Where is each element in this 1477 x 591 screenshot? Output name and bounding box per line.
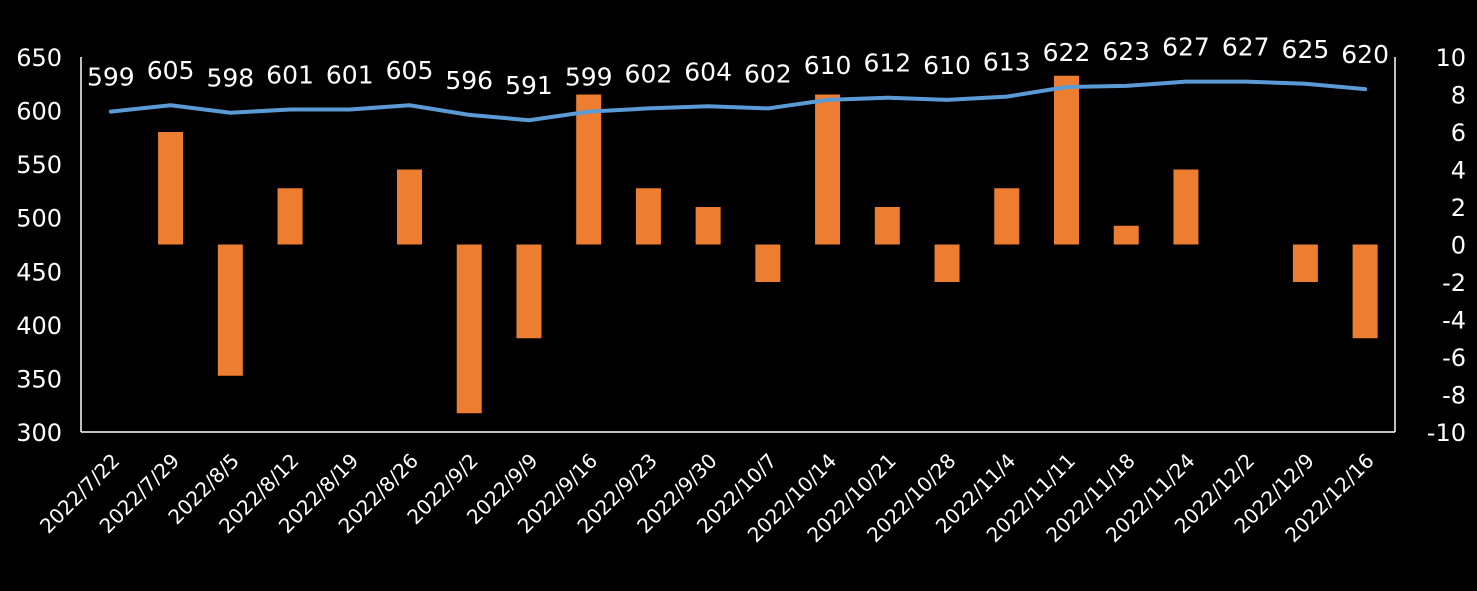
bar-2022/11/18 <box>1113 225 1139 245</box>
left-tick-label: 550 <box>16 151 62 179</box>
bar-2022/7/29 <box>158 132 184 245</box>
bar-2022/11/11 <box>1054 75 1079 245</box>
bar-2022/10/14 <box>815 94 841 245</box>
bar-2022/8/26 <box>397 169 422 245</box>
data-label-2022/8/26: 605 <box>386 56 434 85</box>
left-tick-label: 600 <box>16 98 62 126</box>
right-tick-label: -8 <box>1442 382 1466 410</box>
data-label-2022/11/18: 623 <box>1102 37 1150 66</box>
right-tick-label: -6 <box>1442 344 1466 372</box>
data-label-2022/11/4: 613 <box>983 48 1031 77</box>
right-tick-label: -4 <box>1442 307 1466 335</box>
bar-2022/9/30 <box>695 207 721 245</box>
right-tick-label: 6 <box>1451 119 1466 147</box>
data-label-2022/10/21: 612 <box>863 49 911 78</box>
axes <box>80 57 1396 433</box>
bar-2022/10/28 <box>934 244 960 282</box>
data-label-2022/7/29: 605 <box>147 56 195 85</box>
right-tick-label: 2 <box>1451 194 1466 222</box>
level-data-labels: 599 605 598 601 601 605 596 591 599 602 604 602 610 6… <box>87 33 1389 101</box>
change-bars <box>158 75 1378 414</box>
left-tick-label: 300 <box>16 419 62 447</box>
data-label-2022/8/19: 601 <box>326 61 374 90</box>
data-label-2022/12/2: 627 <box>1222 33 1270 62</box>
left-axis-ticks: 650 600 550 500 450 400 350 300 <box>16 44 62 447</box>
data-label-2022/11/24: 627 <box>1162 33 1210 62</box>
data-label-2022/12/9: 625 <box>1282 35 1330 64</box>
bar-2022/12/16 <box>1352 244 1378 339</box>
x-axis-labels: 2022/7/222022/7/292022/8/52022/8/122022/… <box>35 449 1379 547</box>
bar-2022/8/12 <box>277 188 303 245</box>
right-tick-label: 0 <box>1451 232 1466 260</box>
right-tick-label: -10 <box>1427 419 1466 447</box>
bar-2022/9/2 <box>456 244 482 414</box>
data-label-2022/9/16: 599 <box>565 63 613 92</box>
data-label-2022/12/16: 620 <box>1341 40 1389 69</box>
right-tick-label: -2 <box>1442 269 1466 297</box>
left-tick-label: 450 <box>16 258 62 286</box>
data-label-2022/10/14: 610 <box>804 51 852 80</box>
data-label-2022/9/2: 596 <box>445 66 493 95</box>
bar-2022/9/16 <box>576 94 602 245</box>
left-tick-label: 350 <box>16 365 62 393</box>
bar-2022/11/4 <box>994 188 1020 245</box>
left-tick-label: 500 <box>16 205 62 233</box>
data-label-2022/7/22: 599 <box>87 63 135 92</box>
bar-2022/9/23 <box>635 188 661 245</box>
bar-2022/9/9 <box>516 244 542 339</box>
data-label-2022/8/12: 601 <box>266 61 314 90</box>
bar-2022/10/7 <box>755 244 781 282</box>
bar-2022/12/9 <box>1292 244 1318 282</box>
level-line <box>108 79 1368 123</box>
bar-2022/8/5 <box>217 244 243 376</box>
left-tick-label: 400 <box>16 312 62 340</box>
right-tick-label: 10 <box>1435 44 1466 72</box>
right-tick-label: 8 <box>1451 82 1466 110</box>
data-label-2022/9/9: 591 <box>505 71 553 100</box>
bar-2022/11/24 <box>1173 169 1199 245</box>
left-tick-label: 650 <box>16 44 62 72</box>
right-tick-label: 4 <box>1451 157 1466 185</box>
data-label-2022/8/5: 598 <box>206 64 254 93</box>
data-label-2022/9/23: 602 <box>625 59 673 88</box>
data-label-2022/10/28: 610 <box>923 51 971 80</box>
bar-2022/10/21 <box>874 207 900 245</box>
data-label-2022/9/30: 604 <box>684 57 732 86</box>
data-label-2022/11/11: 622 <box>1043 38 1091 67</box>
right-axis-ticks: 10 8 6 4 2 0 -2 -4 -6 -8 -10 <box>1427 44 1466 447</box>
data-label-2022/10/7: 602 <box>744 59 792 88</box>
level-series-line <box>108 79 1368 123</box>
